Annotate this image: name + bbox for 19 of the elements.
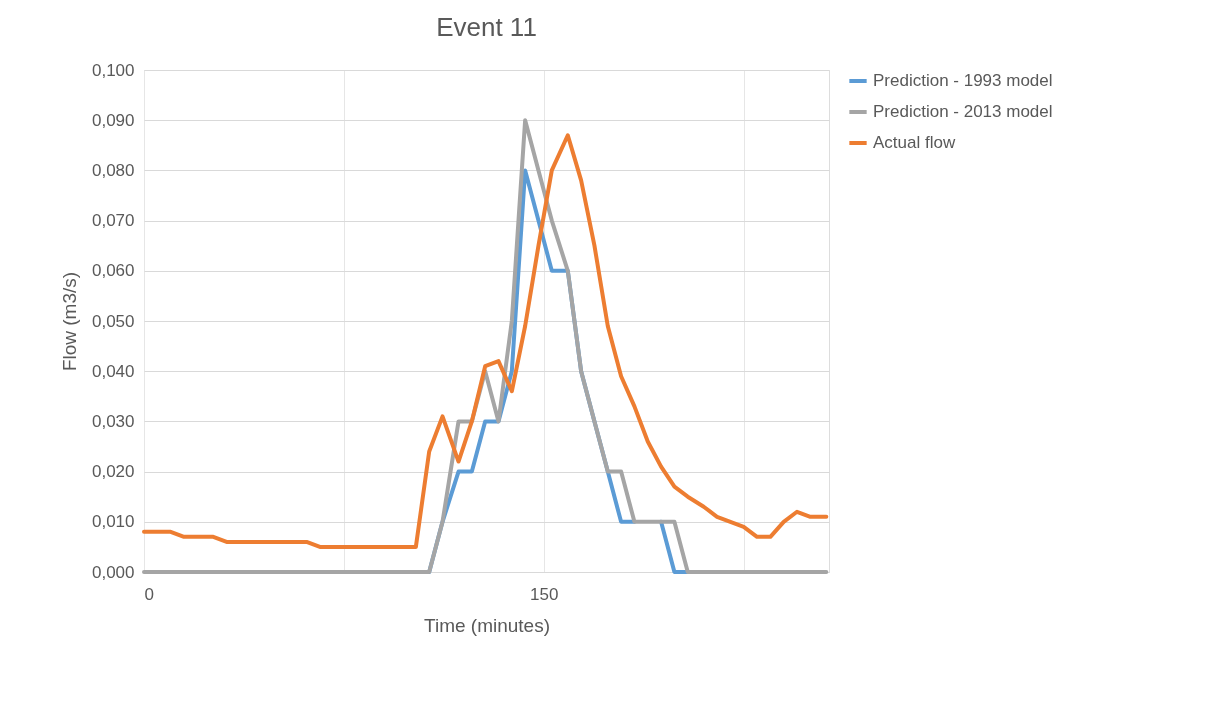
y-axis-title: Flow (m3/s) (58, 271, 80, 372)
y-tick-label: 0,000 (91, 562, 135, 582)
legend-label: Prediction - 1993 model (873, 71, 1053, 90)
y-tick-label: 0,070 (91, 211, 135, 231)
y-tick-label: 0,100 (91, 60, 135, 80)
legend-label: Prediction - 2013 model (873, 102, 1053, 121)
legend-label: Actual flow (873, 133, 956, 152)
x-axis-title: Time (minutes) (424, 614, 550, 636)
y-tick-label: 0,040 (91, 361, 135, 381)
y-tick-label: 0,030 (91, 411, 135, 431)
y-tick-label: 0,090 (91, 110, 135, 130)
x-tick-label: 150 (530, 584, 559, 604)
chart-title: Event 11 (436, 12, 537, 42)
y-tick-label: 0,010 (91, 512, 135, 532)
y-tick-label: 0,020 (91, 462, 135, 482)
y-tick-label: 0,060 (91, 261, 135, 281)
x-tick-label: 0 (144, 584, 154, 604)
y-tick-label: 0,080 (91, 160, 135, 180)
y-tick-label: 0,050 (91, 311, 135, 331)
